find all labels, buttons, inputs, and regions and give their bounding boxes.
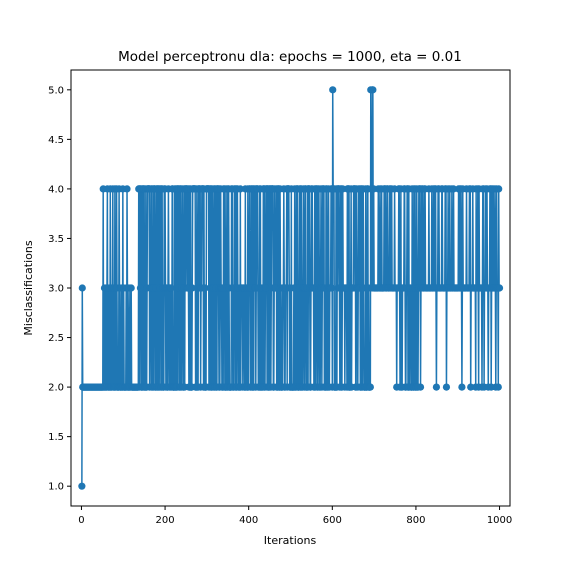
x-tick-label: 0 (78, 515, 84, 526)
y-axis-ticks: 1.0 1.5 2.0 2.5 3.0 3.5 4.0 4.5 5.0 (48, 85, 71, 493)
y-tick-label: 1.5 (48, 432, 64, 443)
plot-area (78, 86, 504, 490)
data-point (78, 482, 86, 490)
data-point (236, 185, 244, 193)
y-tick-label: 4.5 (48, 135, 64, 146)
data-point (127, 284, 135, 292)
y-tick-label: 5.0 (48, 85, 64, 96)
y-tick-label: 4.0 (48, 184, 64, 195)
data-point (458, 383, 466, 391)
series-layer (78, 86, 504, 490)
y-tick-label: 3.0 (48, 284, 64, 295)
y-tick-label: 3.5 (48, 234, 64, 245)
series-points (78, 86, 504, 490)
data-point (123, 185, 131, 193)
data-point (495, 284, 504, 292)
data-point (327, 284, 336, 292)
x-tick-label: 800 (406, 515, 425, 526)
data-point (136, 284, 144, 292)
x-tick-label: 400 (239, 515, 258, 526)
chart-title: Model perceptronu dla: epochs = 1000, et… (118, 49, 462, 65)
x-axis-label: Iterations (264, 534, 317, 547)
data-point (366, 383, 374, 391)
y-tick-label: 2.5 (48, 333, 64, 344)
x-tick-label: 600 (323, 515, 342, 526)
x-axis-ticks: 0 200 400 600 800 1000 (78, 506, 512, 526)
x-tick-label: 1000 (487, 515, 512, 526)
data-point (167, 284, 175, 292)
data-point (495, 185, 503, 193)
data-point (432, 383, 441, 391)
data-point (369, 86, 377, 94)
x-tick-label: 200 (156, 515, 175, 526)
data-point (360, 284, 368, 292)
data-point (442, 383, 451, 391)
data-point (201, 284, 209, 292)
y-tick-label: 1.0 (48, 482, 64, 493)
data-point (262, 284, 270, 292)
y-tick-label: 2.0 (48, 383, 64, 394)
data-point (449, 185, 458, 193)
y-axis-label: Misclassifications (22, 240, 35, 335)
data-point (467, 383, 475, 391)
data-point (416, 383, 425, 391)
data-point (78, 284, 86, 292)
data-point (188, 284, 196, 292)
data-point (329, 86, 337, 94)
data-point (494, 383, 502, 391)
